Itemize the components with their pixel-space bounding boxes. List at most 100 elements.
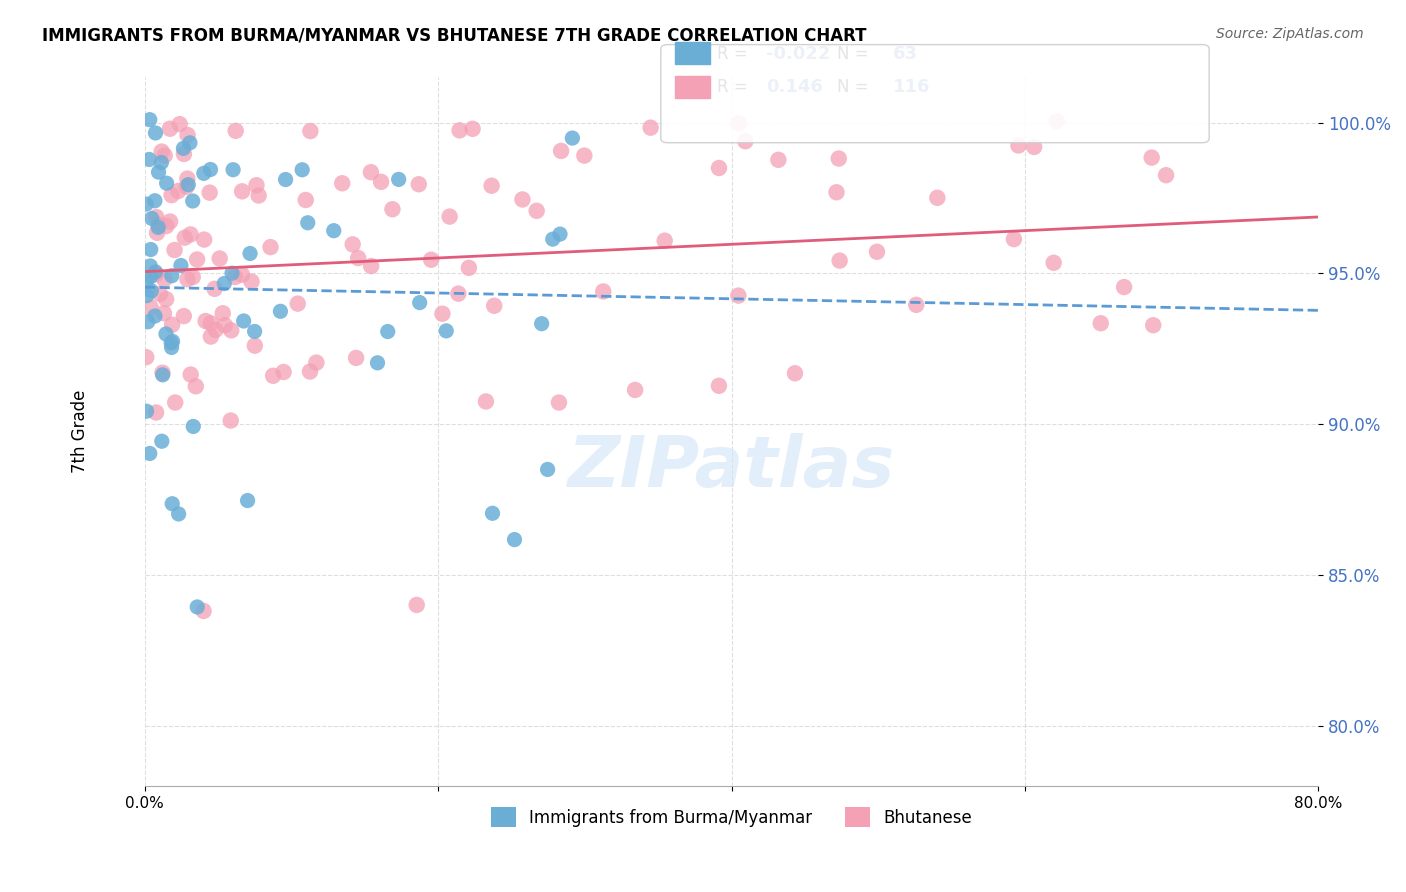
Text: 63: 63 bbox=[893, 45, 918, 62]
Bhutanese bbox=[173, 230, 195, 244]
Bhutanese bbox=[163, 243, 186, 257]
Bhutanese bbox=[259, 240, 281, 254]
Text: 0.146: 0.146 bbox=[766, 78, 823, 96]
Bhutanese bbox=[145, 210, 167, 224]
Immigrants from Burma/Myanmar bbox=[181, 194, 204, 208]
Immigrants from Burma/Myanmar bbox=[239, 246, 262, 260]
Bhutanese bbox=[247, 188, 270, 202]
Bhutanese bbox=[180, 368, 202, 382]
Immigrants from Burma/Myanmar bbox=[481, 506, 503, 520]
Bhutanese bbox=[360, 165, 382, 179]
Bhutanese bbox=[145, 405, 167, 419]
Bhutanese bbox=[370, 175, 392, 189]
Bhutanese bbox=[204, 323, 226, 337]
Bhutanese bbox=[298, 365, 321, 379]
Immigrants from Burma/Myanmar bbox=[222, 162, 245, 177]
Immigrants from Burma/Myanmar bbox=[139, 243, 162, 257]
Bhutanese bbox=[155, 292, 177, 306]
Immigrants from Burma/Myanmar bbox=[136, 315, 159, 329]
Immigrants from Burma/Myanmar bbox=[186, 599, 208, 614]
Immigrants from Burma/Myanmar bbox=[221, 266, 243, 280]
Bhutanese bbox=[449, 123, 471, 137]
Bhutanese bbox=[159, 121, 181, 136]
Bhutanese bbox=[165, 395, 187, 409]
Immigrants from Burma/Myanmar bbox=[170, 259, 193, 273]
Bhutanese bbox=[219, 323, 242, 337]
Immigrants from Burma/Myanmar bbox=[409, 295, 432, 310]
Immigrants from Burma/Myanmar bbox=[143, 309, 166, 323]
Bhutanese bbox=[408, 178, 430, 192]
Bhutanese bbox=[381, 202, 404, 217]
Bhutanese bbox=[1007, 138, 1029, 153]
Immigrants from Burma/Myanmar bbox=[322, 224, 344, 238]
Bhutanese bbox=[550, 144, 572, 158]
Bhutanese bbox=[475, 394, 498, 409]
Bhutanese bbox=[707, 378, 730, 392]
Bhutanese bbox=[231, 185, 253, 199]
Bhutanese bbox=[360, 259, 382, 273]
Bhutanese bbox=[905, 298, 928, 312]
Bhutanese bbox=[176, 272, 198, 286]
Bhutanese bbox=[432, 307, 454, 321]
Bhutanese bbox=[927, 191, 949, 205]
Immigrants from Burma/Myanmar bbox=[172, 141, 194, 155]
Bhutanese bbox=[181, 270, 204, 285]
Bhutanese bbox=[734, 134, 756, 148]
Immigrants from Burma/Myanmar bbox=[141, 211, 163, 226]
Bhutanese bbox=[152, 366, 174, 380]
Bhutanese bbox=[461, 121, 484, 136]
Immigrants from Burma/Myanmar bbox=[503, 533, 526, 547]
Bhutanese bbox=[155, 219, 177, 233]
Legend: Immigrants from Burma/Myanmar, Bhutanese: Immigrants from Burma/Myanmar, Bhutanese bbox=[484, 800, 979, 834]
Immigrants from Burma/Myanmar bbox=[212, 277, 235, 291]
Immigrants from Burma/Myanmar bbox=[193, 166, 215, 180]
Immigrants from Burma/Myanmar bbox=[181, 419, 204, 434]
Immigrants from Burma/Myanmar bbox=[388, 172, 411, 186]
Bhutanese bbox=[1154, 168, 1177, 182]
Bhutanese bbox=[186, 252, 208, 267]
Bhutanese bbox=[526, 203, 548, 218]
Bhutanese bbox=[654, 234, 676, 248]
Bhutanese bbox=[294, 193, 316, 207]
Immigrants from Burma/Myanmar bbox=[179, 136, 201, 150]
Immigrants from Burma/Myanmar bbox=[145, 265, 167, 279]
Immigrants from Burma/Myanmar bbox=[155, 326, 177, 341]
Bhutanese bbox=[153, 148, 176, 162]
Bhutanese bbox=[481, 178, 503, 193]
Bhutanese bbox=[214, 318, 236, 333]
Bhutanese bbox=[624, 383, 647, 397]
Bhutanese bbox=[1140, 151, 1163, 165]
Bhutanese bbox=[457, 260, 479, 275]
Immigrants from Burma/Myanmar bbox=[139, 446, 162, 460]
Bhutanese bbox=[273, 365, 295, 379]
Immigrants from Burma/Myanmar bbox=[160, 335, 183, 350]
Immigrants from Burma/Myanmar bbox=[434, 324, 457, 338]
Bhutanese bbox=[150, 145, 173, 159]
Bhutanese bbox=[484, 299, 506, 313]
Immigrants from Burma/Myanmar bbox=[139, 259, 162, 273]
Text: R =: R = bbox=[717, 45, 754, 62]
Text: 116: 116 bbox=[893, 78, 931, 96]
Bhutanese bbox=[148, 218, 170, 232]
Immigrants from Burma/Myanmar bbox=[139, 269, 162, 284]
Bhutanese bbox=[287, 296, 309, 310]
Bhutanese bbox=[347, 251, 370, 265]
Immigrants from Burma/Myanmar bbox=[141, 284, 163, 298]
Bhutanese bbox=[512, 193, 534, 207]
Text: IMMIGRANTS FROM BURMA/MYANMAR VS BHUTANESE 7TH GRADE CORRELATION CHART: IMMIGRANTS FROM BURMA/MYANMAR VS BHUTANE… bbox=[42, 27, 866, 45]
Bhutanese bbox=[153, 306, 176, 320]
Bhutanese bbox=[299, 124, 322, 138]
Bhutanese bbox=[139, 301, 162, 315]
Immigrants from Burma/Myanmar bbox=[135, 275, 157, 289]
Immigrants from Burma/Myanmar bbox=[152, 368, 174, 382]
Immigrants from Burma/Myanmar bbox=[138, 153, 160, 167]
Bhutanese bbox=[225, 124, 247, 138]
Bhutanese bbox=[173, 147, 195, 161]
Immigrants from Burma/Myanmar bbox=[177, 178, 200, 192]
Bhutanese bbox=[243, 339, 266, 353]
Bhutanese bbox=[1022, 140, 1045, 154]
Immigrants from Burma/Myanmar bbox=[143, 194, 166, 208]
Bhutanese bbox=[866, 244, 889, 259]
Bhutanese bbox=[231, 268, 253, 282]
Bhutanese bbox=[160, 318, 183, 332]
